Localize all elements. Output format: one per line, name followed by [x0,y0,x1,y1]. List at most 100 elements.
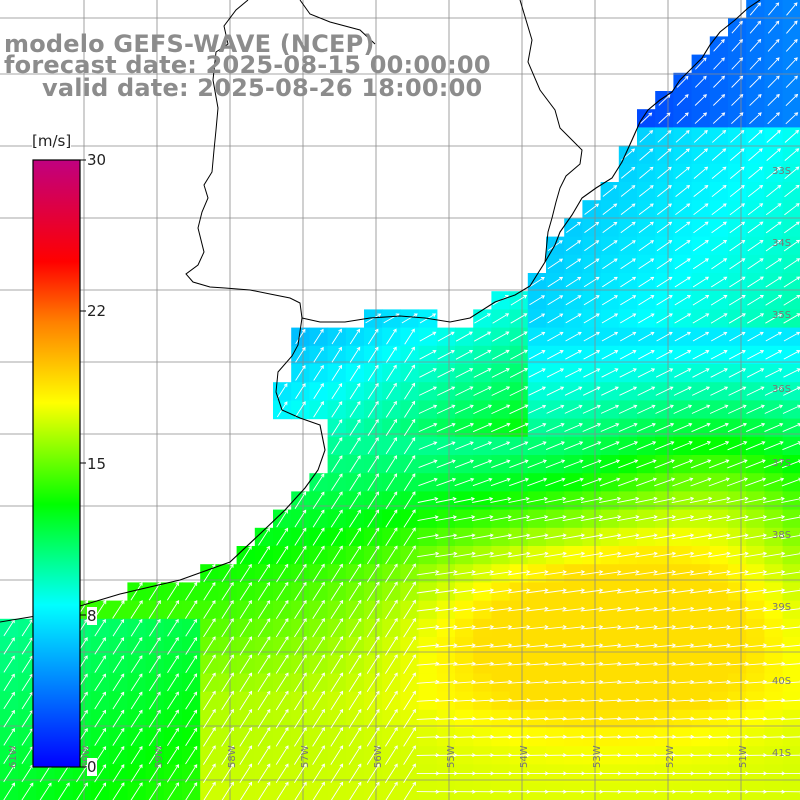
wind-arrow [657,130,672,143]
wind-arrow [489,551,513,558]
wind-arrow [185,636,197,655]
wind-arrow [203,708,216,729]
wind-arrow [239,745,253,765]
wind-arrow [616,643,640,648]
wind-arrow [349,382,361,400]
wind-arrow [765,258,782,270]
wind-arrow [491,422,511,433]
wind-arrow [780,698,800,702]
wind-arrow [385,545,398,565]
wind-arrow [693,221,709,234]
wind-arrow [490,477,511,487]
wind-arrow [580,643,604,648]
wind-arrow [582,404,601,414]
wind-arrow [691,404,711,414]
wind-arrow [366,672,380,693]
wind-arrow [749,93,762,106]
wind-arrow [471,551,495,558]
wind-arrow [711,203,727,216]
wind-arrow [654,441,675,451]
wind-arrow [312,745,325,765]
colorbar-gradient [32,159,81,768]
wind-arrow [492,331,510,342]
wind-arrow [221,763,234,784]
wind-arrow [729,184,745,198]
wind-arrow [545,459,566,469]
wind-arrow [130,655,143,673]
wind-arrow [385,437,397,455]
wind-arrow [385,672,398,693]
wind-arrow [745,441,766,451]
wind-arrow [403,545,416,565]
wind-arrow [385,745,398,765]
wind-arrow [598,624,622,630]
wind-arrow [563,477,584,487]
wind-arrow [436,422,456,433]
wind-arrow [747,276,764,288]
wind-arrow [403,527,416,546]
wind-arrow [416,734,440,739]
wind-arrow [744,624,768,630]
wind-arrow [294,672,307,693]
wind-arrow [130,581,143,601]
wind-arrow [747,258,764,270]
wind-arrow [472,496,494,503]
wind-arrow [708,515,731,522]
wind-arrow [331,419,343,436]
wind-arrow [130,727,143,746]
wind-arrow [313,364,324,381]
wind-arrow [562,570,586,576]
wind-arrow [616,551,640,558]
wind-arrow [582,441,602,451]
wind-arrow [744,570,768,576]
wind-arrow [749,20,762,34]
wind-arrow [148,727,161,746]
wind-arrow [348,545,362,565]
wind-arrow [294,654,307,674]
wind-arrow [436,441,456,450]
wind-arrow [258,527,270,546]
wind-arrow [765,239,782,252]
latitude-labels: 33S 34S 35S 36S 37S 38S 39S 40S 41S [772,166,791,759]
wind-arrow [784,203,800,216]
wind-arrow [130,782,143,800]
wind-arrow [221,672,234,693]
wind-arrow [509,459,529,469]
wind-arrow [348,654,362,674]
wind-arrow [349,346,361,363]
wind-arrow [729,203,746,216]
wind-arrow [780,753,800,757]
wind-arrow [312,563,325,583]
wind-arrow [692,276,710,288]
wind-arrow [710,313,728,324]
wind-arrow [367,346,379,363]
wind-arrow [729,276,746,288]
wind-arrow [148,673,161,692]
lat-label: 33S [772,166,791,177]
wind-arrow [689,570,713,576]
wind-arrow [473,349,492,360]
wind-arrow [636,459,657,469]
wind-arrow [582,423,602,432]
wind-arrow [330,690,344,711]
wind-arrow [710,350,728,360]
wind-arrow [580,551,604,558]
wind-arrow [617,515,640,522]
wind-arrow [580,588,604,594]
wind-arrow [711,258,728,270]
wind-arrow [471,588,495,594]
wind-arrow [203,672,216,692]
wind-arrow [694,112,708,124]
wind-arrow [762,515,786,522]
wind-arrow [547,258,564,270]
wind-arrow [616,734,640,739]
wind-arrow [674,368,692,378]
wind-arrow [780,679,800,684]
wind-arrow [401,313,418,324]
wind-arrow [653,624,677,630]
wind-arrow [671,570,695,576]
wind-arrow [510,331,528,342]
wind-arrow [744,606,768,612]
wind-arrow [294,727,307,747]
